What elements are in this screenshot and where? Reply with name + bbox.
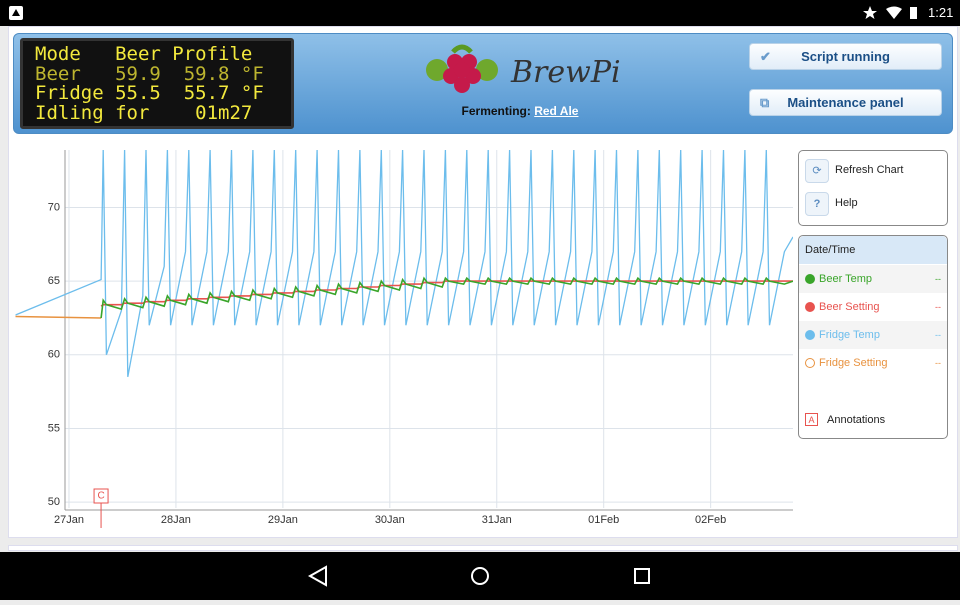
y-tick-label: 60 xyxy=(48,349,60,361)
refresh-icon[interactable]: ⟳ xyxy=(805,159,829,183)
logo-text: BrewPi xyxy=(510,55,621,90)
legend-swatch xyxy=(805,274,815,284)
x-tick-label: 31Jan xyxy=(482,514,512,526)
legend-value: -- xyxy=(935,358,941,368)
recents-button[interactable] xyxy=(634,568,650,584)
x-tick-label: 01Feb xyxy=(588,514,619,526)
legend-label: Beer Temp xyxy=(819,273,872,285)
legend-item[interactable]: Fridge Setting -- xyxy=(799,349,947,377)
status-bar: 1:21 xyxy=(0,0,960,26)
x-tick-label: 29Jan xyxy=(268,514,298,526)
nav-icons xyxy=(307,565,650,587)
lcd-line: Mode Beer Profile xyxy=(35,43,253,65)
back-button[interactable] xyxy=(307,565,327,587)
legend-header: Date/Time xyxy=(799,236,947,264)
legend-label: Fridge Setting xyxy=(819,357,888,369)
annotations-label[interactable]: Annotations xyxy=(827,414,886,426)
home-button[interactable] xyxy=(471,567,489,585)
button-label: Maintenance panel xyxy=(787,95,904,110)
series-line xyxy=(15,150,793,378)
fermenting-label: Fermenting: xyxy=(461,104,531,118)
series-line xyxy=(100,276,793,319)
legend-item[interactable]: Beer Temp -- xyxy=(799,265,947,293)
y-tick-label: 55 xyxy=(48,422,60,434)
annotations-icon: A xyxy=(805,413,818,426)
maintenance-button[interactable]: ⧉ Maintenance panel xyxy=(749,89,942,116)
help-label[interactable]: Help xyxy=(835,197,858,209)
legend-panel: Date/Time A Annotations Beer Temp -- Beer … xyxy=(798,235,948,439)
lcd-line: Idling for 01m27 xyxy=(35,101,253,124)
legend-item[interactable]: Beer Setting -- xyxy=(799,293,947,321)
help-icon[interactable]: ? xyxy=(805,192,829,216)
legend-swatch xyxy=(805,302,815,312)
chart: 50 55 60 65 70 27Jan 28Jan 29Jan 30Jan 31Jan 01Feb… xyxy=(15,150,793,528)
x-tick-label: 02Feb xyxy=(695,514,726,526)
button-label: Script running xyxy=(801,49,890,64)
lcd-line: Fridge 55.5 55.7 °F xyxy=(35,82,264,104)
legend-value: -- xyxy=(935,302,941,312)
fermenting: Fermenting: Red Ale xyxy=(420,104,620,118)
x-tick-label: 30Jan xyxy=(375,514,405,526)
series-line xyxy=(15,315,102,319)
footer-strip xyxy=(8,545,958,551)
y-tick-label: 65 xyxy=(48,275,60,287)
app-icon xyxy=(9,6,23,20)
annotation-label: C xyxy=(97,491,104,502)
clock: 1:21 xyxy=(928,5,954,20)
x-tick-label: 28Jan xyxy=(161,514,191,526)
legend-item[interactable]: Fridge Temp -- xyxy=(799,321,947,349)
lcd-line: Beer 59.9 59.8 °F xyxy=(35,62,264,85)
status-icons xyxy=(863,6,917,19)
logo: BrewPi xyxy=(426,44,621,93)
legend-swatch xyxy=(805,330,815,340)
legend-label: Fridge Temp xyxy=(819,329,880,341)
lcd-display: Mode Beer Profile Beer 59.9 59.8 °F Fridge… xyxy=(20,38,294,129)
beer-link[interactable]: Red Ale xyxy=(534,104,579,118)
script-button[interactable]: ✔ Script running xyxy=(749,43,942,70)
y-tick-label: 70 xyxy=(48,201,60,213)
legend-label: Beer Setting xyxy=(819,301,880,313)
x-tick-label: 27Jan xyxy=(54,514,84,526)
legend-swatch xyxy=(805,358,815,368)
controls-panel: ⟳ Refresh Chart ? Help xyxy=(798,150,948,226)
y-tick-label: 50 xyxy=(48,496,60,508)
legend-value: -- xyxy=(935,330,941,340)
refresh-label[interactable]: Refresh Chart xyxy=(835,164,904,176)
legend-value: -- xyxy=(935,274,941,284)
annotation-box xyxy=(93,488,109,504)
nav-bar xyxy=(0,552,960,600)
